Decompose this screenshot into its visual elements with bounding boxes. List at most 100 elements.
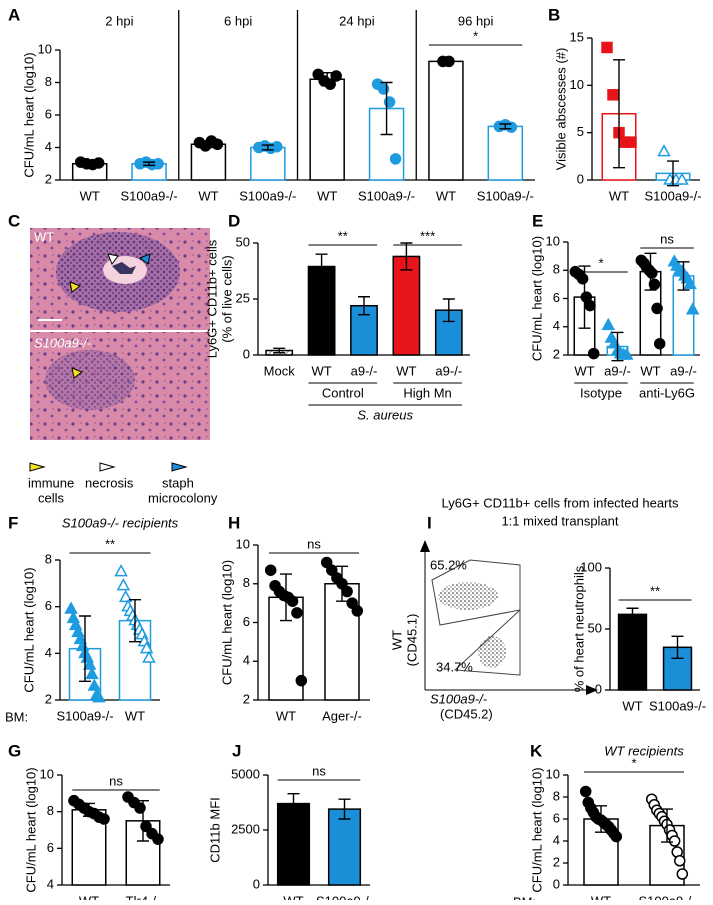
y-tick-label: 4 <box>45 645 52 660</box>
bar <box>617 613 648 691</box>
error-bar <box>595 805 607 833</box>
error-bar <box>202 140 215 149</box>
chart-title: 1:1 mixed transplant <box>501 513 618 528</box>
error-bar <box>671 635 684 659</box>
error-bar <box>626 607 639 622</box>
point <box>87 678 102 691</box>
point <box>579 785 592 798</box>
point <box>320 556 333 569</box>
y-tick-label: 8 <box>47 803 54 818</box>
gate <box>431 559 521 626</box>
y-axis-label: CFU/mL heart (log10) <box>529 767 544 892</box>
x-tick-label: WT <box>396 363 416 378</box>
group-label: Isotype <box>580 385 622 400</box>
panel-letter: B <box>548 5 560 24</box>
y-tick-label: 10 <box>570 77 584 92</box>
y-tick-label: 0 <box>243 346 250 361</box>
group-label: 24 hpi <box>339 13 375 28</box>
y-tick-label: 6 <box>47 840 54 855</box>
significance-label: ** <box>105 536 115 551</box>
infiltrate <box>45 350 135 410</box>
panel-letter: A <box>8 5 20 24</box>
x-tick-label: WT <box>609 188 629 203</box>
y-tick-label: 10 <box>546 233 560 248</box>
point <box>330 70 342 82</box>
y-tick-label: 6 <box>45 106 52 121</box>
chart-title: WT recipients <box>604 743 684 758</box>
point <box>116 578 131 591</box>
y-tick-label: 0 <box>553 876 560 891</box>
error-bar <box>380 81 393 136</box>
x-tick-label: S100a9-/- <box>56 708 113 723</box>
legend-marker <box>29 462 46 472</box>
x-tick-label: WT <box>198 188 218 203</box>
y-tick-label: 50 <box>236 234 250 249</box>
error-bar <box>129 598 141 643</box>
significance-label: ns <box>660 231 674 246</box>
error-bar <box>439 59 452 64</box>
y-axis-label: Ly6G+ CD11b+ cells <box>204 239 219 358</box>
error-bar <box>83 802 95 817</box>
y-axis-label: CFU/mL heart (log10) <box>529 236 544 361</box>
image-label: S100a9-/- <box>34 335 92 350</box>
bar <box>307 265 336 356</box>
y-axis-label: CFU/mL heart (log10) <box>23 767 38 892</box>
histology-panel: C WT S100a9-/- immune cells necrosis sta… <box>8 211 218 505</box>
y-tick-label: 25 <box>236 290 250 305</box>
error-bar <box>499 123 512 130</box>
x-tick-label: WT <box>436 188 456 203</box>
point <box>668 835 681 847</box>
x-tick-label: a9-/- <box>670 363 697 378</box>
bar <box>428 60 464 181</box>
point <box>152 158 164 170</box>
point <box>587 347 600 360</box>
error-bar <box>79 615 91 683</box>
point <box>646 267 658 279</box>
y-tick-label: 4 <box>553 832 560 847</box>
significance-label: * <box>631 755 636 770</box>
significance-label: ** <box>650 583 660 598</box>
legend-label: staph <box>162 475 194 490</box>
error-bar <box>667 160 679 187</box>
x-tick-label: WT <box>125 708 145 723</box>
panel-letter: F <box>8 513 18 532</box>
y-tick-label: 15 <box>570 29 584 44</box>
bar <box>276 802 311 886</box>
point <box>619 347 634 360</box>
y-tick-label: 10 <box>40 766 54 781</box>
x-tick-label: a9-/- <box>435 363 462 378</box>
x-tick-label: S100a9-/- <box>239 188 296 203</box>
panel-letter: J <box>232 741 241 760</box>
panel-letter: C <box>8 211 20 230</box>
point <box>610 830 623 843</box>
point <box>443 55 455 68</box>
group-label: anti-Ly6G <box>639 385 695 400</box>
legend-label: cells <box>38 490 65 505</box>
x-tick-label: S100a9-/- <box>477 188 534 203</box>
x-tick-label: Ager-/- <box>322 708 362 723</box>
point <box>82 657 97 670</box>
significance-label: ns <box>312 763 326 778</box>
y-tick-label: 2500 <box>231 821 260 836</box>
x-tick-label: WT <box>640 363 660 378</box>
y-tick-label: 4 <box>45 139 52 154</box>
y-tick-label: 8 <box>45 551 52 566</box>
error-bar <box>315 253 328 280</box>
panel-letter: H <box>228 513 240 532</box>
x-tick-label: S100a9-/- <box>649 698 706 713</box>
y-tick-label: 100 <box>580 559 602 574</box>
error-bar <box>644 252 657 291</box>
y-axis-label: % of heart neutrophils <box>571 565 586 692</box>
y-tick-label: 10 <box>38 41 52 56</box>
staph-arrow <box>138 253 151 265</box>
point <box>584 299 596 312</box>
point <box>85 666 99 680</box>
point <box>211 138 224 150</box>
axis-arrow <box>420 540 430 552</box>
error-bar <box>661 808 673 843</box>
x-prefix: BM: <box>5 709 28 724</box>
point <box>576 272 589 285</box>
flow-plot <box>420 540 598 695</box>
axis-arrow <box>586 685 598 695</box>
error-bar <box>336 565 348 602</box>
